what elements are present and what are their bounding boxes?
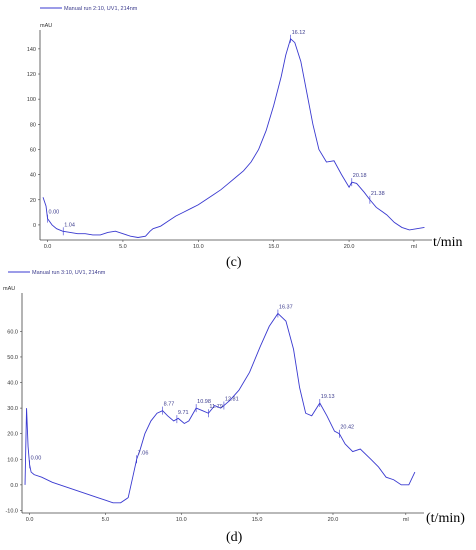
peak-label: 16.37 — [279, 304, 293, 310]
x-ticks-c: 0.0 5.0 10.0 15.0 20.0 ml — [44, 240, 417, 250]
y-tick-label: 80 — [30, 122, 36, 128]
chart-panel-d: Manual run 3:10, UV1, 214nm mAU -10.0 0.0… — [3, 270, 465, 545]
y-tick-label: 60.0 — [7, 329, 18, 335]
y-ticks-c: 0 20 40 60 80 100 120 140 — [27, 47, 40, 229]
y-unit-c: mAU — [40, 23, 52, 29]
peak-label: 20.18 — [353, 173, 367, 179]
y-tick-label: 10.0 — [7, 457, 18, 463]
y-ticks-d: -10.0 0.0 10.0 20.0 30.0 40.0 50.0 60.0 — [5, 329, 22, 514]
peak-label: 19.13 — [321, 394, 335, 400]
y-tick-label: 60 — [30, 147, 36, 153]
caption-d: (d) — [226, 530, 243, 545]
y-unit-d: mAU — [3, 286, 15, 292]
peak-label: 12.81 — [225, 397, 239, 403]
y-tick-label: 100 — [27, 97, 36, 103]
x-tick-label: 0.0 — [44, 244, 52, 250]
x-axis-label-c: t/min — [433, 235, 463, 250]
x-ticks-d: 0.0 5.0 10.0 15.0 20.0 ml — [26, 513, 409, 523]
y-tick-label: -10.0 — [5, 508, 18, 514]
x-tick-label: 15.0 — [252, 517, 263, 523]
y-tick-label: 20 — [30, 198, 36, 204]
x-tick-label: 10.0 — [176, 517, 187, 523]
x-tick-label: 20.0 — [328, 517, 339, 523]
y-tick-label: 120 — [27, 72, 36, 78]
x-axis-label-d: (t/min) — [426, 511, 465, 526]
peak-label: 9.71 — [178, 410, 189, 416]
peak-label: 0.00 — [49, 210, 60, 216]
peak-label: 7.06 — [138, 450, 149, 456]
peak-label: 21.38 — [371, 191, 385, 197]
chromatogram-line-c — [42, 37, 425, 238]
x-tick-label: 15.0 — [268, 244, 279, 250]
chart-panel-c: Manual run 2:10, UV1, 214nm mAU 0 20 40 60 8… — [27, 6, 463, 270]
peak-label: 16.12 — [292, 30, 306, 36]
x-tick-label: 10.0 — [193, 244, 204, 250]
x-tick-label: 5.0 — [119, 244, 127, 250]
y-tick-label: 140 — [27, 47, 36, 53]
y-tick-label: 50.0 — [7, 355, 18, 361]
peak-label: 11.79 — [209, 404, 222, 410]
x-tick-label: 0.0 — [26, 517, 34, 523]
y-tick-label: 30.0 — [7, 406, 18, 412]
legend-label-d: Manual run 3:10, UV1, 214nm — [32, 270, 106, 276]
peak-label: 10.98 — [197, 399, 211, 405]
y-tick-label: 40.0 — [7, 381, 18, 387]
chromatogram-line-d — [24, 312, 416, 504]
y-tick-label: 40 — [30, 173, 36, 179]
peak-label: 20.42 — [340, 425, 354, 431]
peak-label: 1.04 — [64, 222, 75, 228]
y-tick-label: 0.0 — [10, 483, 18, 489]
y-tick-label: 20.0 — [7, 432, 18, 438]
y-tick-label: 0 — [33, 223, 36, 229]
x-tick-label: ml — [411, 244, 417, 250]
peak-label: 0.00 — [31, 455, 42, 461]
x-tick-label: ml — [403, 517, 409, 523]
peak-labels-c: 0.00 1.04 16.12 20.18 21.38 — [47, 30, 385, 236]
legend-label-c: Manual run 2:10, UV1, 214nm — [64, 6, 138, 12]
x-tick-label: 20.0 — [344, 244, 355, 250]
x-tick-label: 5.0 — [102, 517, 110, 523]
peak-label: 8.77 — [164, 402, 175, 408]
caption-c: (c) — [226, 255, 242, 270]
